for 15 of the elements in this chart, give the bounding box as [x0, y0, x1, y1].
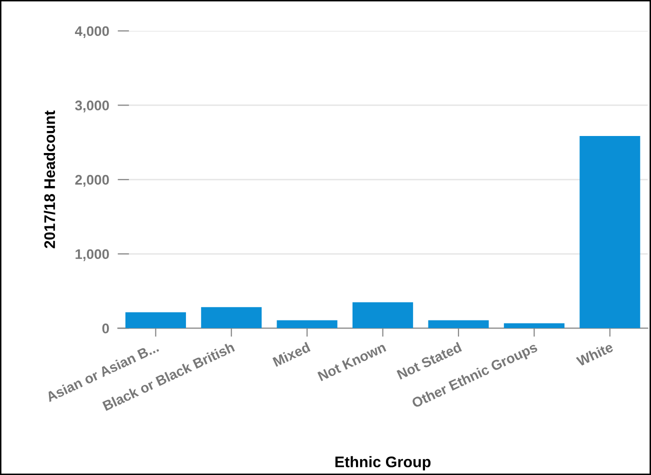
x-axis-title: Ethnic Group — [335, 456, 431, 470]
bar — [276, 320, 338, 328]
bar — [504, 323, 564, 328]
x-tick-label: White — [576, 342, 614, 367]
bar — [428, 320, 489, 328]
y-tick-label: 0 — [102, 324, 109, 334]
bar — [580, 136, 640, 328]
y-axis-title: 2017/18 Headcount — [44, 110, 56, 248]
bar — [201, 307, 262, 328]
y-tick-label: 1,000 — [76, 249, 109, 262]
y-tick-label: 4,000 — [74, 26, 109, 38]
y-tick-label: 2,000 — [75, 174, 109, 187]
y-tick-label: 3,000 — [75, 100, 109, 112]
bar — [125, 312, 186, 328]
bar — [352, 302, 414, 328]
